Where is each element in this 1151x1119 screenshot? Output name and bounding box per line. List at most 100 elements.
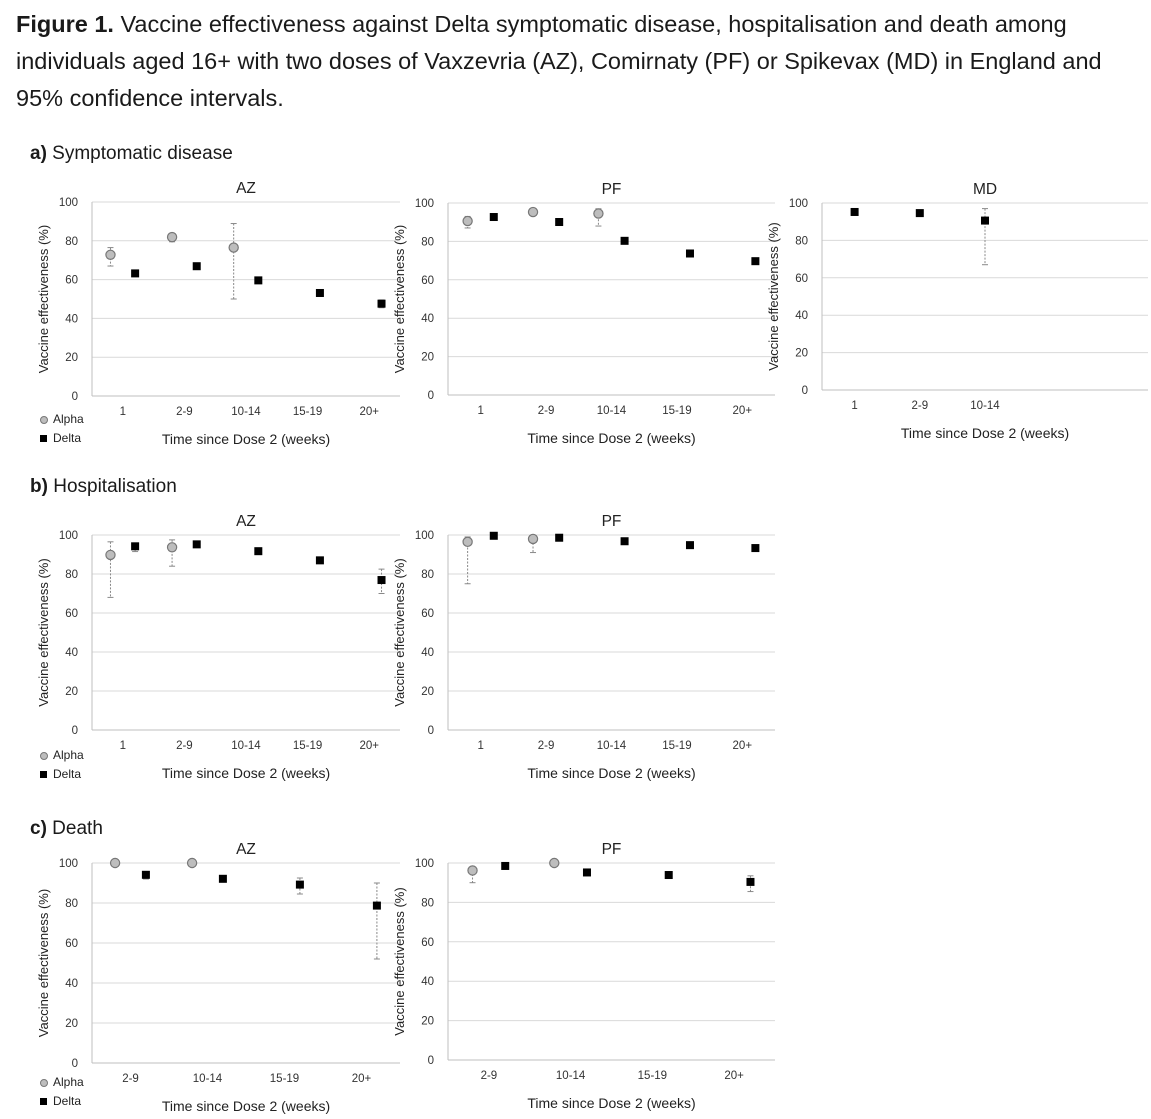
y-tick-label: 0	[428, 1055, 434, 1067]
delta-marker-icon	[40, 1098, 47, 1105]
alpha-point	[109, 857, 121, 869]
x-tick-label: 20+	[733, 740, 753, 752]
x-axis-label: Time since Dose 2 (weeks)	[901, 425, 1069, 441]
x-tick-label: 2-9	[911, 400, 928, 412]
section-label-symptomatic: a) Symptomatic disease	[30, 143, 233, 164]
x-tick-label: 1	[477, 740, 483, 752]
chart-title: PF	[602, 181, 622, 198]
y-tick-label: 80	[421, 569, 434, 581]
delta-point	[295, 880, 304, 889]
legend-item-delta: Delta	[40, 1092, 84, 1111]
alpha-point	[105, 249, 116, 260]
x-tick-label: 10-14	[556, 1070, 586, 1082]
x-axis-label: Time since Dose 2 (weeks)	[162, 431, 330, 447]
delta-marker-icon	[40, 435, 47, 442]
delta-point	[746, 877, 755, 886]
delta-point	[915, 209, 924, 218]
y-tick-label: 60	[65, 275, 78, 287]
x-tick-label: 2-9	[176, 740, 193, 752]
x-axis-label: Time since Dose 2 (weeks)	[162, 765, 330, 781]
y-tick-label: 60	[421, 275, 434, 287]
y-tick-label: 20	[65, 686, 78, 698]
alpha-point	[527, 533, 539, 545]
delta-point	[372, 901, 381, 910]
alpha-point	[467, 865, 478, 876]
y-tick-label: 100	[415, 198, 434, 210]
y-tick-label: 100	[789, 198, 808, 210]
alpha-point	[166, 231, 178, 243]
y-tick-label: 40	[421, 647, 434, 659]
delta-point	[254, 547, 263, 556]
delta-point	[620, 537, 629, 546]
delta-point	[315, 288, 324, 297]
y-tick-label: 0	[72, 725, 78, 737]
delta-point	[315, 556, 324, 565]
y-tick-label: 20	[421, 686, 434, 698]
x-tick-label: 2-9	[122, 1073, 139, 1085]
alpha-point	[105, 549, 116, 561]
delta-point	[664, 871, 673, 880]
chart-symptomatic-pf: 0 20 40 60 80 100 1 2-9 10-14 15-19 20+ PF Time sinc…	[392, 181, 775, 446]
x-axis-label: Time since Dose 2 (weeks)	[162, 1098, 330, 1114]
x-tick-label: 1	[477, 405, 483, 417]
y-tick-label: 0	[428, 725, 434, 737]
x-tick-label: 2-9	[481, 1070, 498, 1082]
delta-point	[555, 533, 564, 542]
section-label-death: c) Death	[30, 818, 103, 839]
delta-point	[582, 868, 591, 877]
y-tick-label: 60	[421, 937, 434, 949]
chart-title: PF	[602, 841, 622, 858]
delta-point	[489, 531, 498, 540]
y-tick-label: 0	[72, 391, 78, 403]
chart-death-pf: 0 20 40 60 80 100 2-9 10-14 15-19 20+ PF Time since…	[392, 841, 775, 1111]
x-tick-label: 10-14	[193, 1073, 223, 1085]
x-tick-label: 20+	[733, 405, 753, 417]
delta-point	[131, 542, 140, 551]
x-tick-label: 15-19	[662, 405, 691, 417]
x-tick-label: 20+	[352, 1073, 372, 1085]
alpha-marker-icon	[40, 415, 48, 424]
legend-item-alpha: Alpha	[40, 410, 84, 429]
chart-title: AZ	[236, 841, 256, 858]
delta-point	[501, 861, 510, 870]
x-tick-label: 2-9	[176, 406, 193, 418]
y-tick-label: 20	[65, 352, 78, 364]
delta-point	[377, 576, 386, 585]
y-tick-label: 20	[795, 348, 808, 360]
y-axis-label: Vaccine effectiveness (%)	[36, 225, 51, 373]
y-tick-label: 20	[421, 1016, 434, 1028]
x-tick-label: 10-14	[231, 406, 261, 418]
y-axis-label: Vaccine effectiveness (%)	[392, 225, 407, 373]
delta-point	[685, 541, 694, 550]
chart-symptomatic-az: 0 20 40 60 80 100 1 2-9 10-14 15-19 20+ AZ Time sinc…	[36, 180, 400, 447]
x-tick-label: 20+	[359, 740, 379, 752]
x-tick-label: 15-19	[638, 1070, 667, 1082]
delta-point	[131, 269, 140, 278]
y-tick-label: 100	[59, 858, 78, 870]
delta-point	[377, 299, 386, 308]
y-tick-label: 40	[795, 310, 808, 322]
delta-point	[489, 213, 498, 222]
x-tick-label: 10-14	[970, 400, 1000, 412]
figure-caption: Figure 1. Vaccine effectiveness against …	[16, 6, 1141, 117]
x-tick-label: 10-14	[597, 405, 627, 417]
chart-title: PF	[602, 513, 622, 530]
legend-death: Alpha Delta	[40, 1073, 84, 1111]
delta-point	[751, 544, 760, 553]
delta-point	[850, 207, 859, 216]
y-tick-label: 80	[65, 898, 78, 910]
alpha-point	[549, 857, 560, 869]
x-axis-label: Time since Dose 2 (weeks)	[527, 1095, 695, 1111]
y-tick-label: 40	[421, 313, 434, 325]
x-tick-label: 2-9	[538, 405, 555, 417]
y-tick-label: 60	[795, 273, 808, 285]
y-tick-label: 40	[65, 978, 78, 990]
delta-point	[254, 276, 263, 285]
y-axis-label: Vaccine effectiveness (%)	[36, 558, 51, 706]
y-axis-label: Vaccine effectiveness (%)	[392, 558, 407, 706]
y-tick-label: 0	[802, 385, 808, 397]
x-tick-label: 1	[851, 400, 857, 412]
x-tick-label: 15-19	[270, 1073, 299, 1085]
delta-point	[620, 236, 629, 245]
figure-caption-label: Figure 1.	[16, 11, 114, 37]
